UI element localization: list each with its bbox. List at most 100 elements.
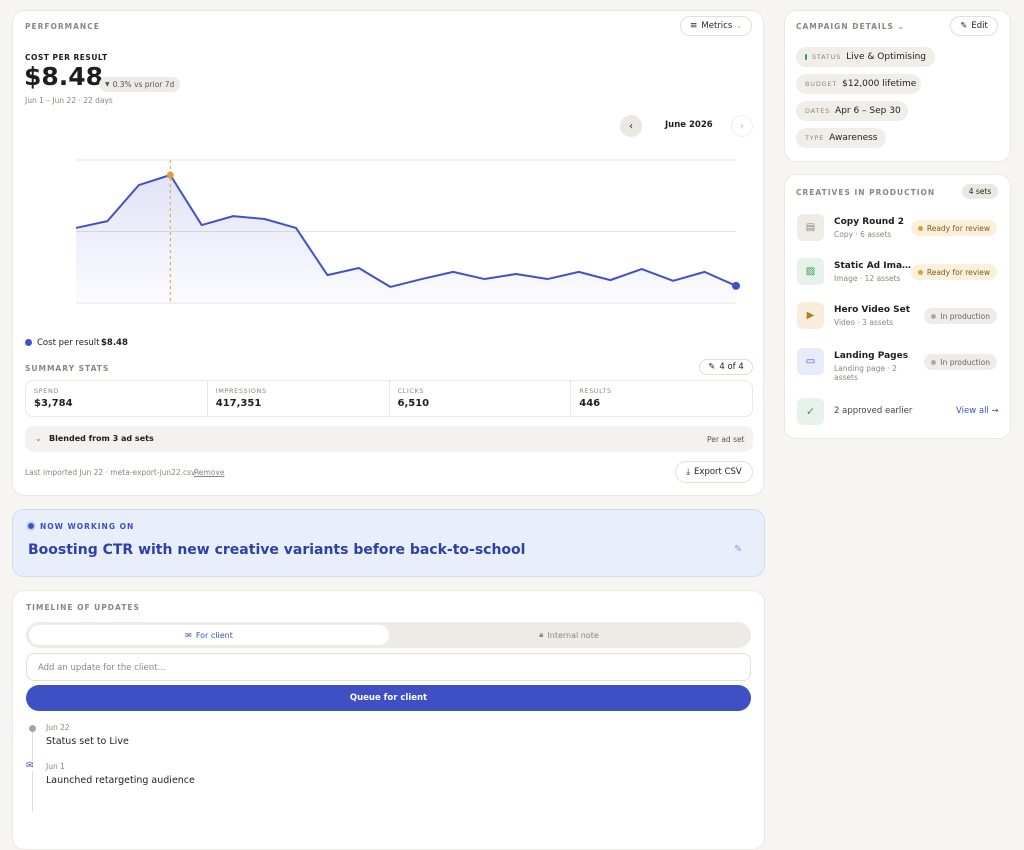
status-text: In production <box>940 311 990 321</box>
detail-key: DATES <box>805 107 831 115</box>
creative-title: Hero Video Set <box>834 305 911 315</box>
stat-label: SPEND <box>34 387 60 395</box>
entry-date: Jun 22 <box>46 723 70 732</box>
status-dot <box>931 313 937 319</box>
status-dot <box>917 225 923 231</box>
detail-key: TYPE <box>805 134 825 142</box>
stat-value: 417,351 <box>215 398 262 409</box>
legend-swatch <box>25 339 32 346</box>
stat-cell: CLICKS 6,510 <box>388 381 571 416</box>
stat-label: IMPRESSIONS <box>215 387 267 395</box>
view-all-link[interactable]: View all → <box>956 406 999 416</box>
section-label: PERFORMANCE <box>25 22 100 31</box>
now-text: Boosting CTR with new creative variants … <box>28 542 526 558</box>
detail-key: STATUS <box>811 53 842 61</box>
entry-date: Jun 1 <box>46 762 65 771</box>
detail-pill: DATES Apr 6 – Sep 30 <box>796 101 908 121</box>
creative-icon: ▨ <box>797 258 824 285</box>
status-text: Ready for review <box>926 223 990 233</box>
creative-title: Landing Pages <box>834 351 909 361</box>
change-text: 0.3% vs prior 7d <box>112 80 175 89</box>
export-button[interactable]: ⤓ Export CSV <box>675 461 753 483</box>
status-pill: Ready for review <box>910 264 997 280</box>
timeline-rail <box>32 732 33 812</box>
detail-value: Awareness <box>829 133 878 143</box>
detail-value: Live & Optimising <box>846 52 926 62</box>
stat-cell: IMPRESSIONS 417,351 <box>206 381 389 416</box>
creative-icon: ▭ <box>797 348 824 375</box>
approved-icon: ✓ <box>797 398 824 425</box>
detail-value: Apr 6 – Sep 30 <box>835 106 901 116</box>
change-pill: ▼ 0.3% vs prior 7d <box>99 77 181 92</box>
legend-value: $8.48 <box>101 338 128 348</box>
stat-value: 446 <box>579 398 601 409</box>
queue-button[interactable]: Queue for client <box>26 685 751 711</box>
creative-title: Static Ad Ima… <box>834 261 912 271</box>
button-label: Edit <box>971 21 988 31</box>
label-text: CAMPAIGN DETAILS <box>796 22 894 31</box>
stats-button[interactable]: ✎ 4 of 4 <box>699 359 753 375</box>
status-dot <box>917 269 923 275</box>
section-label: NOW WORKING ON <box>40 522 135 531</box>
stat-value: $3,784 <box>34 398 73 409</box>
stats-box: SPEND $3,784 IMPRESSIONS 417,351 CLICKS 6,510… <box>25 380 753 417</box>
selected-point <box>166 171 174 179</box>
next-button[interactable]: › <box>731 115 753 137</box>
metrics-button[interactable]: ≡ Metrics ⌄ <box>680 16 752 36</box>
legend-label: Cost per result <box>37 338 100 348</box>
month-label: June 2026 <box>665 120 713 130</box>
stat-label: RESULTS <box>579 387 612 395</box>
area <box>76 175 736 303</box>
detail-pill: TYPE Awareness <box>796 128 886 148</box>
creative-meta: Landing page · 2 assets <box>834 364 897 382</box>
import-text: Last imported Jun 22 · meta-export-jun22… <box>25 468 201 477</box>
status-text: Ready for review <box>926 267 990 277</box>
page: PERFORMANCE ≡ Metrics ⌄ COST PER RESULT $8… <box>12 10 1011 850</box>
status-pill: Ready for review <box>910 220 997 236</box>
button-label: Metrics <box>701 21 733 31</box>
stat-cell: SPEND $3,784 <box>26 381 207 416</box>
section-label: SUMMARY STATS <box>25 364 110 373</box>
entry-text: Launched retargeting audience <box>46 775 195 786</box>
creative-icon: ▤ <box>797 214 824 241</box>
per-ad-set: Per ad set <box>707 435 745 444</box>
date-range: Jun 1 – Jun 22 · 22 days <box>25 96 113 105</box>
detail-value: $12,000 lifetime <box>842 79 917 89</box>
section-label: CAMPAIGN DETAILS ⌄ <box>796 22 905 31</box>
timeline-mail: ✉ <box>26 761 34 771</box>
entry-text: Status set to Live <box>46 736 129 747</box>
blended-bar[interactable] <box>25 426 753 452</box>
approved-text: 2 approved earlier <box>834 406 913 416</box>
creative-meta: Copy · 6 assets <box>834 230 892 239</box>
status-text: In production <box>940 357 990 367</box>
metric-value: $8.48 <box>24 62 104 91</box>
metric-label: COST PER RESULT <box>25 53 108 62</box>
tab-active[interactable]: ✉ For client <box>29 625 389 645</box>
detail-pill: STATUS Live & Optimising <box>796 47 935 67</box>
detail-key: BUDGET <box>805 80 838 88</box>
line-chart <box>75 159 740 304</box>
detail-pill: BUDGET $12,000 lifetime <box>796 74 921 94</box>
creative-meta: Video · 3 assets <box>834 318 894 327</box>
edit-button[interactable]: ✎ Edit <box>950 16 998 36</box>
count-pill: 4 sets <box>962 184 998 199</box>
status-dot <box>931 359 937 365</box>
tab-label: For client <box>195 630 233 640</box>
blended-label: Blended from 3 ad sets <box>49 434 154 443</box>
line <box>75 174 737 288</box>
remove-link[interactable]: Remove <box>194 468 225 477</box>
stat-label: CLICKS <box>397 387 425 395</box>
update-input[interactable]: Add an update for the client... <box>26 653 751 681</box>
creative-icon: ▶ <box>797 302 824 329</box>
stat-cell: RESULTS 446 <box>570 381 752 416</box>
last-point <box>732 281 740 290</box>
status-pill: In production <box>924 354 997 370</box>
stat-value: 6,510 <box>397 398 430 409</box>
prev-button[interactable]: ‹ <box>620 115 642 137</box>
status-dot <box>805 54 807 60</box>
now-card <box>12 509 765 577</box>
edit-icon[interactable]: ✎ <box>734 544 743 555</box>
status-pill: In production <box>924 308 997 324</box>
creative-meta: Image · 12 assets <box>834 274 901 283</box>
tab[interactable]: 🔒︎ Internal note <box>539 630 599 640</box>
